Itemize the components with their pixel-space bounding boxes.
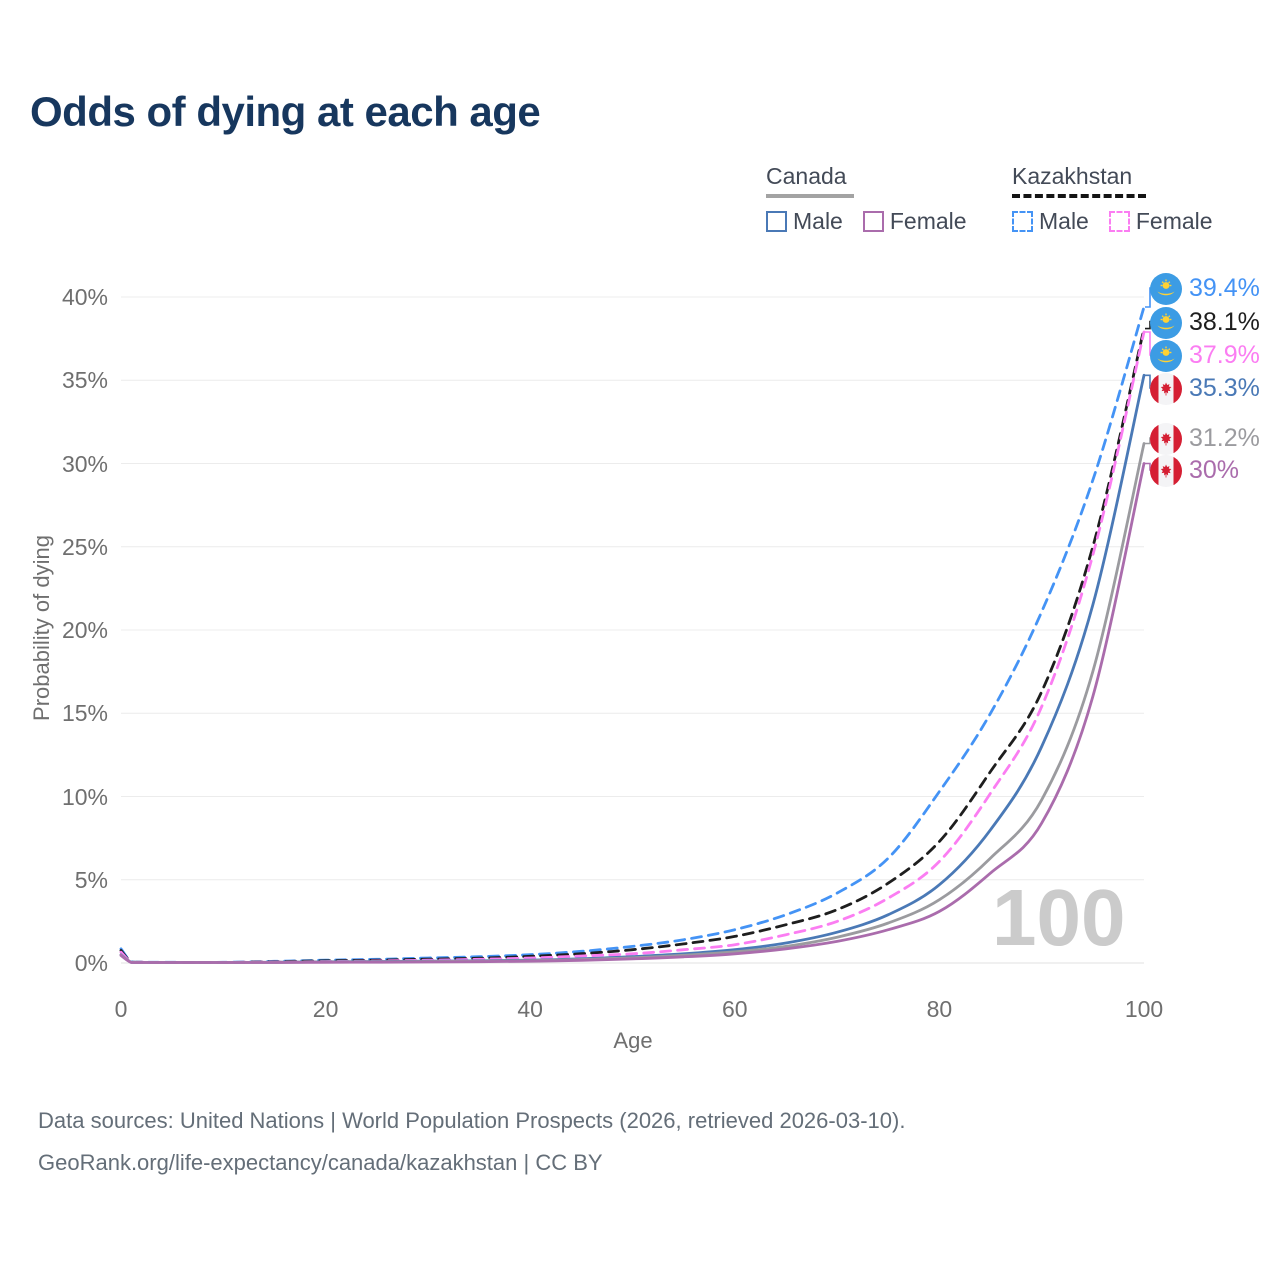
legend-item-kazakhstan-female[interactable]: Female bbox=[1108, 208, 1213, 235]
kazakhstan-flag-icon bbox=[1150, 306, 1182, 339]
x-tick-label-80: 80 bbox=[926, 996, 953, 1022]
legend-label-canada-male: Male bbox=[793, 208, 843, 234]
y-tick-label-0: 0% bbox=[74, 950, 108, 976]
y-tick-label-25: 25% bbox=[61, 533, 108, 560]
end-value: 39.4% bbox=[1189, 274, 1260, 302]
x-axis-title: Age bbox=[613, 1028, 653, 1053]
canada-female-swatch bbox=[862, 211, 884, 232]
kazakhstan-line-style-swatch bbox=[1012, 194, 1146, 198]
legend-label-kazakhstan-male: Male bbox=[1039, 208, 1089, 234]
y-tick-label-15: 15% bbox=[61, 700, 108, 727]
legend-group-canada: Canada Male Female bbox=[766, 163, 967, 235]
y-tick-label-5: 5% bbox=[74, 866, 108, 893]
x-tick-label-0: 0 bbox=[114, 996, 128, 1022]
legend-country-kazakhstan: Kazakhstan bbox=[1012, 163, 1133, 189]
kazakhstan-female-swatch bbox=[1108, 211, 1130, 232]
x-tick-label-100: 100 bbox=[1124, 996, 1164, 1022]
y-tick-label-20: 20% bbox=[61, 617, 108, 643]
legend-label-canada-female: Female bbox=[889, 208, 967, 234]
end-label-canada-male: 35.3% bbox=[1150, 372, 1260, 405]
canada-flag-icon bbox=[1150, 422, 1182, 455]
y-tick-label-35: 35% bbox=[61, 367, 108, 394]
end-label-canada-both: 31.2% bbox=[1150, 422, 1260, 455]
end-value: 31.2% bbox=[1189, 424, 1260, 452]
data-sources-text: Data sources: United Nations | World Pop… bbox=[38, 1108, 906, 1133]
y-tick-label-10: 10% bbox=[61, 783, 108, 810]
end-value: 37.9% bbox=[1189, 341, 1260, 369]
x-tick-label-20: 20 bbox=[312, 996, 339, 1022]
canada-flag-icon bbox=[1150, 454, 1182, 487]
end-value: 30% bbox=[1189, 456, 1240, 484]
end-label-canada-female: 30% bbox=[1150, 454, 1239, 487]
end-value: 38.1% bbox=[1189, 308, 1260, 336]
x-tick-label-40: 40 bbox=[517, 996, 543, 1022]
line-kazakhstan-male[interactable] bbox=[119, 305, 1146, 964]
legend-item-canada-male[interactable]: Male bbox=[766, 208, 843, 235]
x-tick-label-60: 60 bbox=[722, 996, 748, 1022]
canada-line-style-swatch bbox=[766, 194, 854, 198]
kazakhstan-flag-icon bbox=[1150, 339, 1182, 372]
line-kazakhstan-female[interactable] bbox=[119, 330, 1146, 964]
y-tick-label-30: 30% bbox=[61, 450, 108, 477]
legend-country-canada: Canada bbox=[766, 163, 847, 189]
y-axis-title: Probability of dying bbox=[29, 535, 54, 721]
legend-label-kazakhstan-female: Female bbox=[1135, 208, 1213, 234]
end-label-kazakhstan-both: 38.1% bbox=[1150, 306, 1260, 339]
line-kazakhstan-both[interactable] bbox=[119, 327, 1146, 964]
kazakhstan-male-swatch bbox=[1012, 211, 1033, 232]
canada-male-swatch bbox=[766, 211, 787, 232]
legend-group-kazakhstan: Kazakhstan Male Female bbox=[1012, 163, 1213, 235]
line-canada-female[interactable] bbox=[119, 462, 1146, 964]
legend-item-canada-female[interactable]: Female bbox=[862, 208, 967, 235]
end-value: 35.3% bbox=[1189, 374, 1260, 402]
legend-items-canada: Male Female bbox=[766, 208, 967, 235]
end-label-kazakhstan-female: 37.9% bbox=[1150, 339, 1260, 372]
canada-flag-icon bbox=[1150, 372, 1182, 405]
hovered-age-watermark: 100 bbox=[992, 873, 1126, 962]
page-title: Odds of dying at each age bbox=[30, 88, 541, 135]
attribution-link-text[interactable]: GeoRank.org/life-expectancy/canada/kazak… bbox=[38, 1150, 603, 1175]
legend-items-kazakhstan: Male Female bbox=[1012, 208, 1213, 235]
end-label-kazakhstan-male: 39.4% bbox=[1150, 272, 1260, 305]
kazakhstan-flag-icon bbox=[1150, 272, 1182, 305]
legend-item-kazakhstan-male[interactable]: Male bbox=[1012, 208, 1089, 235]
line-canada-both[interactable] bbox=[119, 442, 1146, 964]
y-tick-label-40: 40% bbox=[61, 284, 108, 310]
